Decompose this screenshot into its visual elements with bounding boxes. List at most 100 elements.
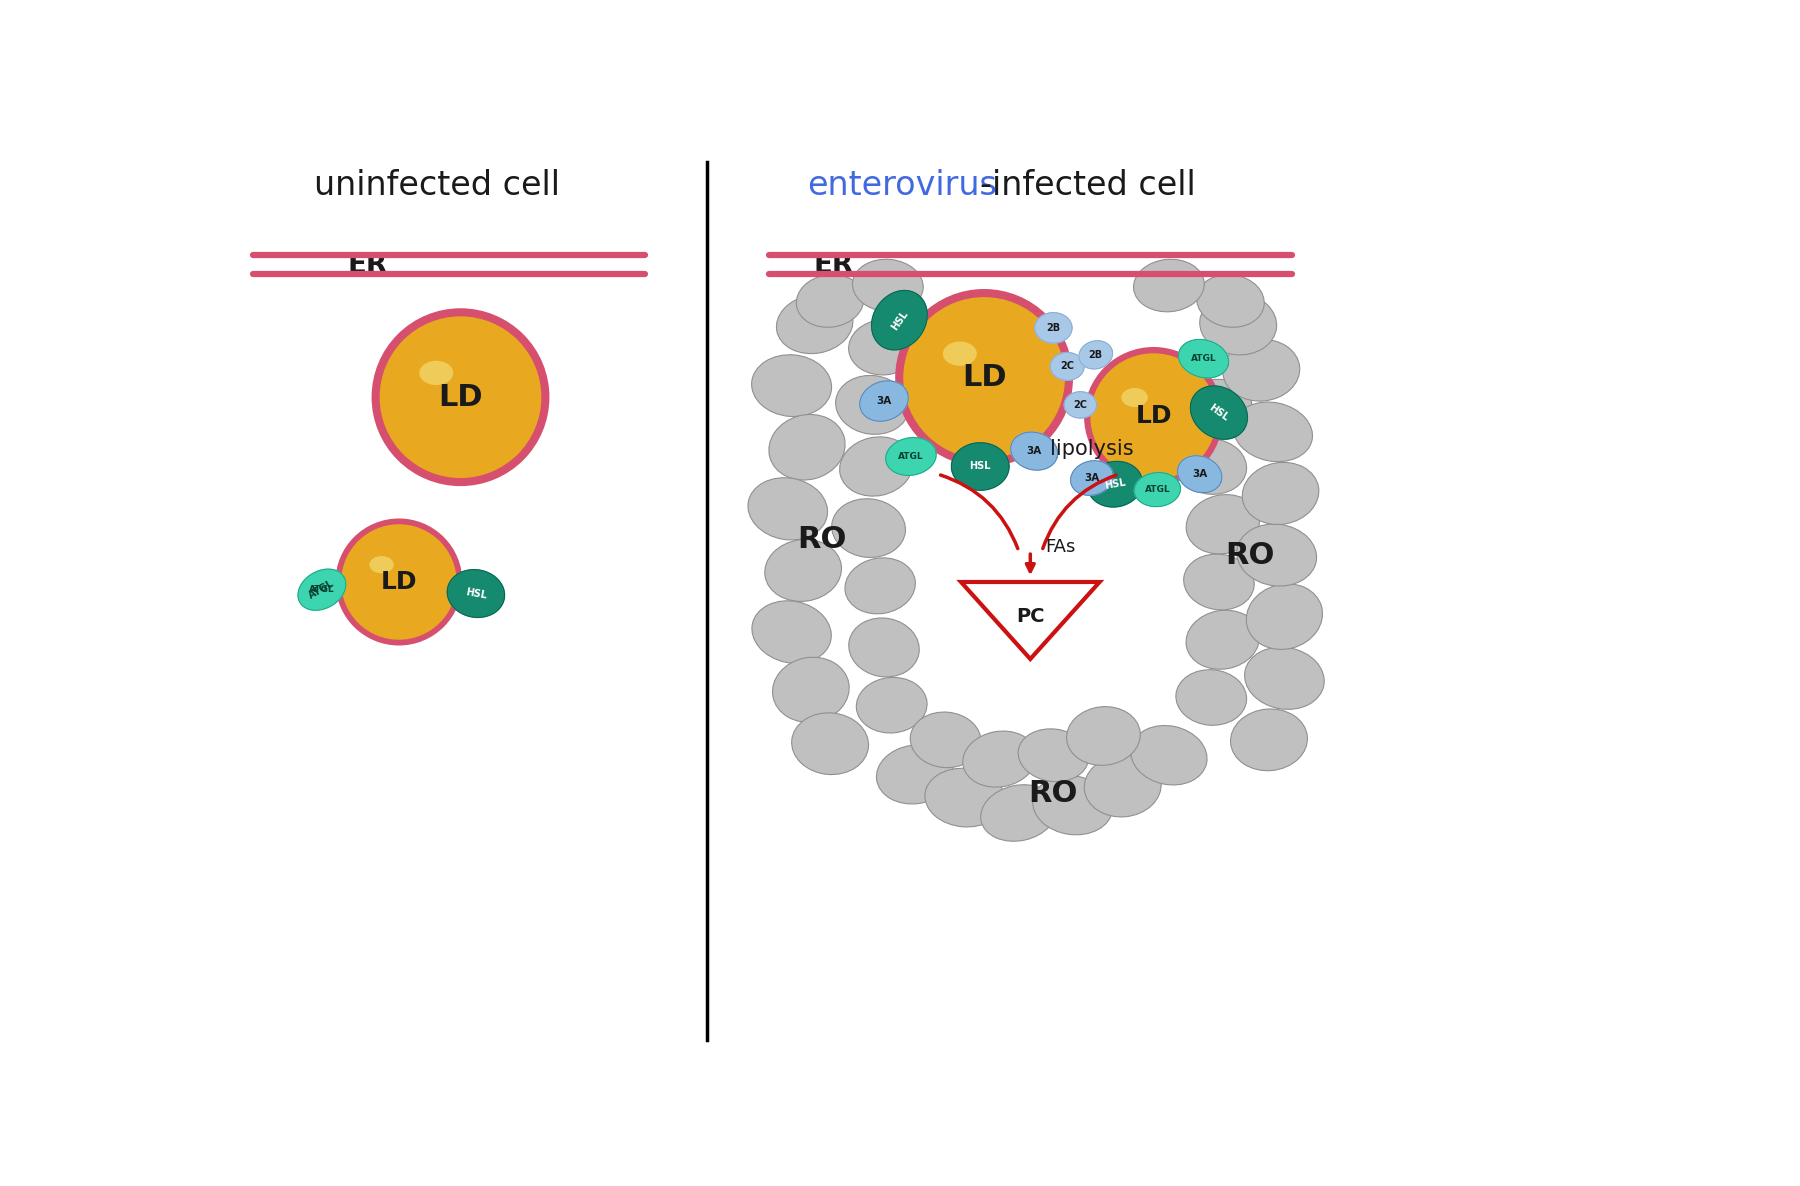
Text: 3A: 3A: [1026, 446, 1042, 457]
Text: lipolysis: lipolysis: [1049, 439, 1134, 459]
Ellipse shape: [752, 601, 832, 663]
Ellipse shape: [1184, 554, 1255, 610]
Text: ER: ER: [814, 250, 853, 279]
Ellipse shape: [911, 712, 981, 767]
Text: enterovirus: enterovirus: [806, 168, 997, 202]
Polygon shape: [961, 582, 1100, 659]
Ellipse shape: [419, 361, 454, 385]
Ellipse shape: [769, 414, 846, 480]
Ellipse shape: [848, 319, 920, 375]
Text: -infected cell: -infected cell: [981, 168, 1195, 202]
Ellipse shape: [752, 355, 832, 416]
Polygon shape: [299, 569, 346, 611]
Text: RO: RO: [1226, 541, 1274, 569]
Polygon shape: [1051, 352, 1084, 381]
Text: uninfected cell: uninfected cell: [315, 168, 560, 202]
Ellipse shape: [765, 540, 842, 601]
Ellipse shape: [857, 677, 927, 733]
Ellipse shape: [796, 275, 864, 327]
Ellipse shape: [981, 785, 1057, 841]
Ellipse shape: [1242, 463, 1319, 524]
Ellipse shape: [1233, 402, 1312, 461]
Text: 2C: 2C: [1073, 400, 1087, 410]
Ellipse shape: [1186, 495, 1260, 554]
Ellipse shape: [853, 260, 923, 312]
Ellipse shape: [772, 657, 850, 722]
Text: 3A: 3A: [1192, 470, 1208, 479]
Polygon shape: [1078, 340, 1112, 369]
Text: HSL: HSL: [889, 308, 909, 332]
Text: HSL: HSL: [1208, 402, 1231, 423]
Ellipse shape: [792, 713, 869, 774]
Text: ER: ER: [347, 250, 389, 279]
Ellipse shape: [1033, 776, 1112, 835]
Ellipse shape: [832, 499, 905, 557]
Text: 3A: 3A: [877, 396, 891, 406]
Text: 2B: 2B: [1089, 350, 1103, 359]
Ellipse shape: [380, 317, 542, 478]
Polygon shape: [1134, 472, 1181, 506]
Ellipse shape: [1197, 275, 1264, 327]
Ellipse shape: [963, 731, 1037, 788]
Text: RO: RO: [1030, 779, 1078, 808]
Text: HSL: HSL: [970, 461, 992, 472]
Polygon shape: [1087, 461, 1143, 506]
Ellipse shape: [844, 557, 916, 614]
Ellipse shape: [1067, 707, 1141, 765]
Ellipse shape: [369, 556, 394, 573]
Ellipse shape: [1186, 611, 1260, 669]
Text: ATGL: ATGL: [310, 585, 335, 594]
Ellipse shape: [1121, 388, 1148, 407]
Polygon shape: [1179, 339, 1229, 378]
Ellipse shape: [904, 296, 1066, 459]
Text: 3A: 3A: [1084, 473, 1100, 483]
Ellipse shape: [1201, 293, 1276, 355]
Polygon shape: [1035, 313, 1073, 343]
Ellipse shape: [1084, 755, 1161, 817]
Ellipse shape: [1175, 670, 1247, 726]
Polygon shape: [446, 569, 504, 618]
Ellipse shape: [943, 342, 977, 365]
Text: HSL: HSL: [464, 587, 488, 600]
Ellipse shape: [1244, 648, 1325, 709]
Ellipse shape: [1179, 380, 1253, 438]
Text: LD: LD: [961, 363, 1006, 393]
Polygon shape: [860, 381, 909, 421]
Ellipse shape: [1246, 584, 1323, 650]
Polygon shape: [886, 438, 936, 476]
Ellipse shape: [925, 769, 1004, 827]
Ellipse shape: [850, 618, 920, 677]
Text: PC: PC: [1015, 607, 1044, 626]
Ellipse shape: [877, 745, 954, 804]
Ellipse shape: [342, 524, 457, 639]
Text: HSL: HSL: [1103, 478, 1127, 491]
Text: ATGL: ATGL: [1145, 485, 1170, 495]
Text: 2C: 2C: [1060, 362, 1075, 371]
Ellipse shape: [895, 289, 1073, 467]
Polygon shape: [1071, 460, 1112, 496]
Text: LD: LD: [1136, 404, 1172, 428]
Text: FAs: FAs: [1046, 538, 1076, 556]
Ellipse shape: [335, 518, 463, 645]
Text: ATGL: ATGL: [308, 579, 337, 601]
Ellipse shape: [1237, 524, 1316, 586]
Ellipse shape: [1222, 339, 1300, 401]
Text: LD: LD: [380, 570, 418, 594]
Ellipse shape: [839, 436, 913, 496]
Ellipse shape: [749, 478, 828, 540]
Polygon shape: [1064, 391, 1096, 417]
Ellipse shape: [776, 294, 853, 353]
Polygon shape: [1177, 455, 1222, 492]
Ellipse shape: [1175, 439, 1247, 495]
Ellipse shape: [1231, 709, 1307, 771]
Text: LD: LD: [437, 383, 482, 412]
Polygon shape: [1190, 385, 1247, 439]
Ellipse shape: [1084, 347, 1222, 486]
Polygon shape: [871, 291, 927, 350]
Ellipse shape: [1130, 726, 1208, 785]
Polygon shape: [952, 442, 1010, 490]
Ellipse shape: [1019, 729, 1089, 782]
Text: ATGL: ATGL: [898, 452, 923, 461]
Ellipse shape: [371, 308, 549, 486]
Ellipse shape: [835, 376, 909, 434]
